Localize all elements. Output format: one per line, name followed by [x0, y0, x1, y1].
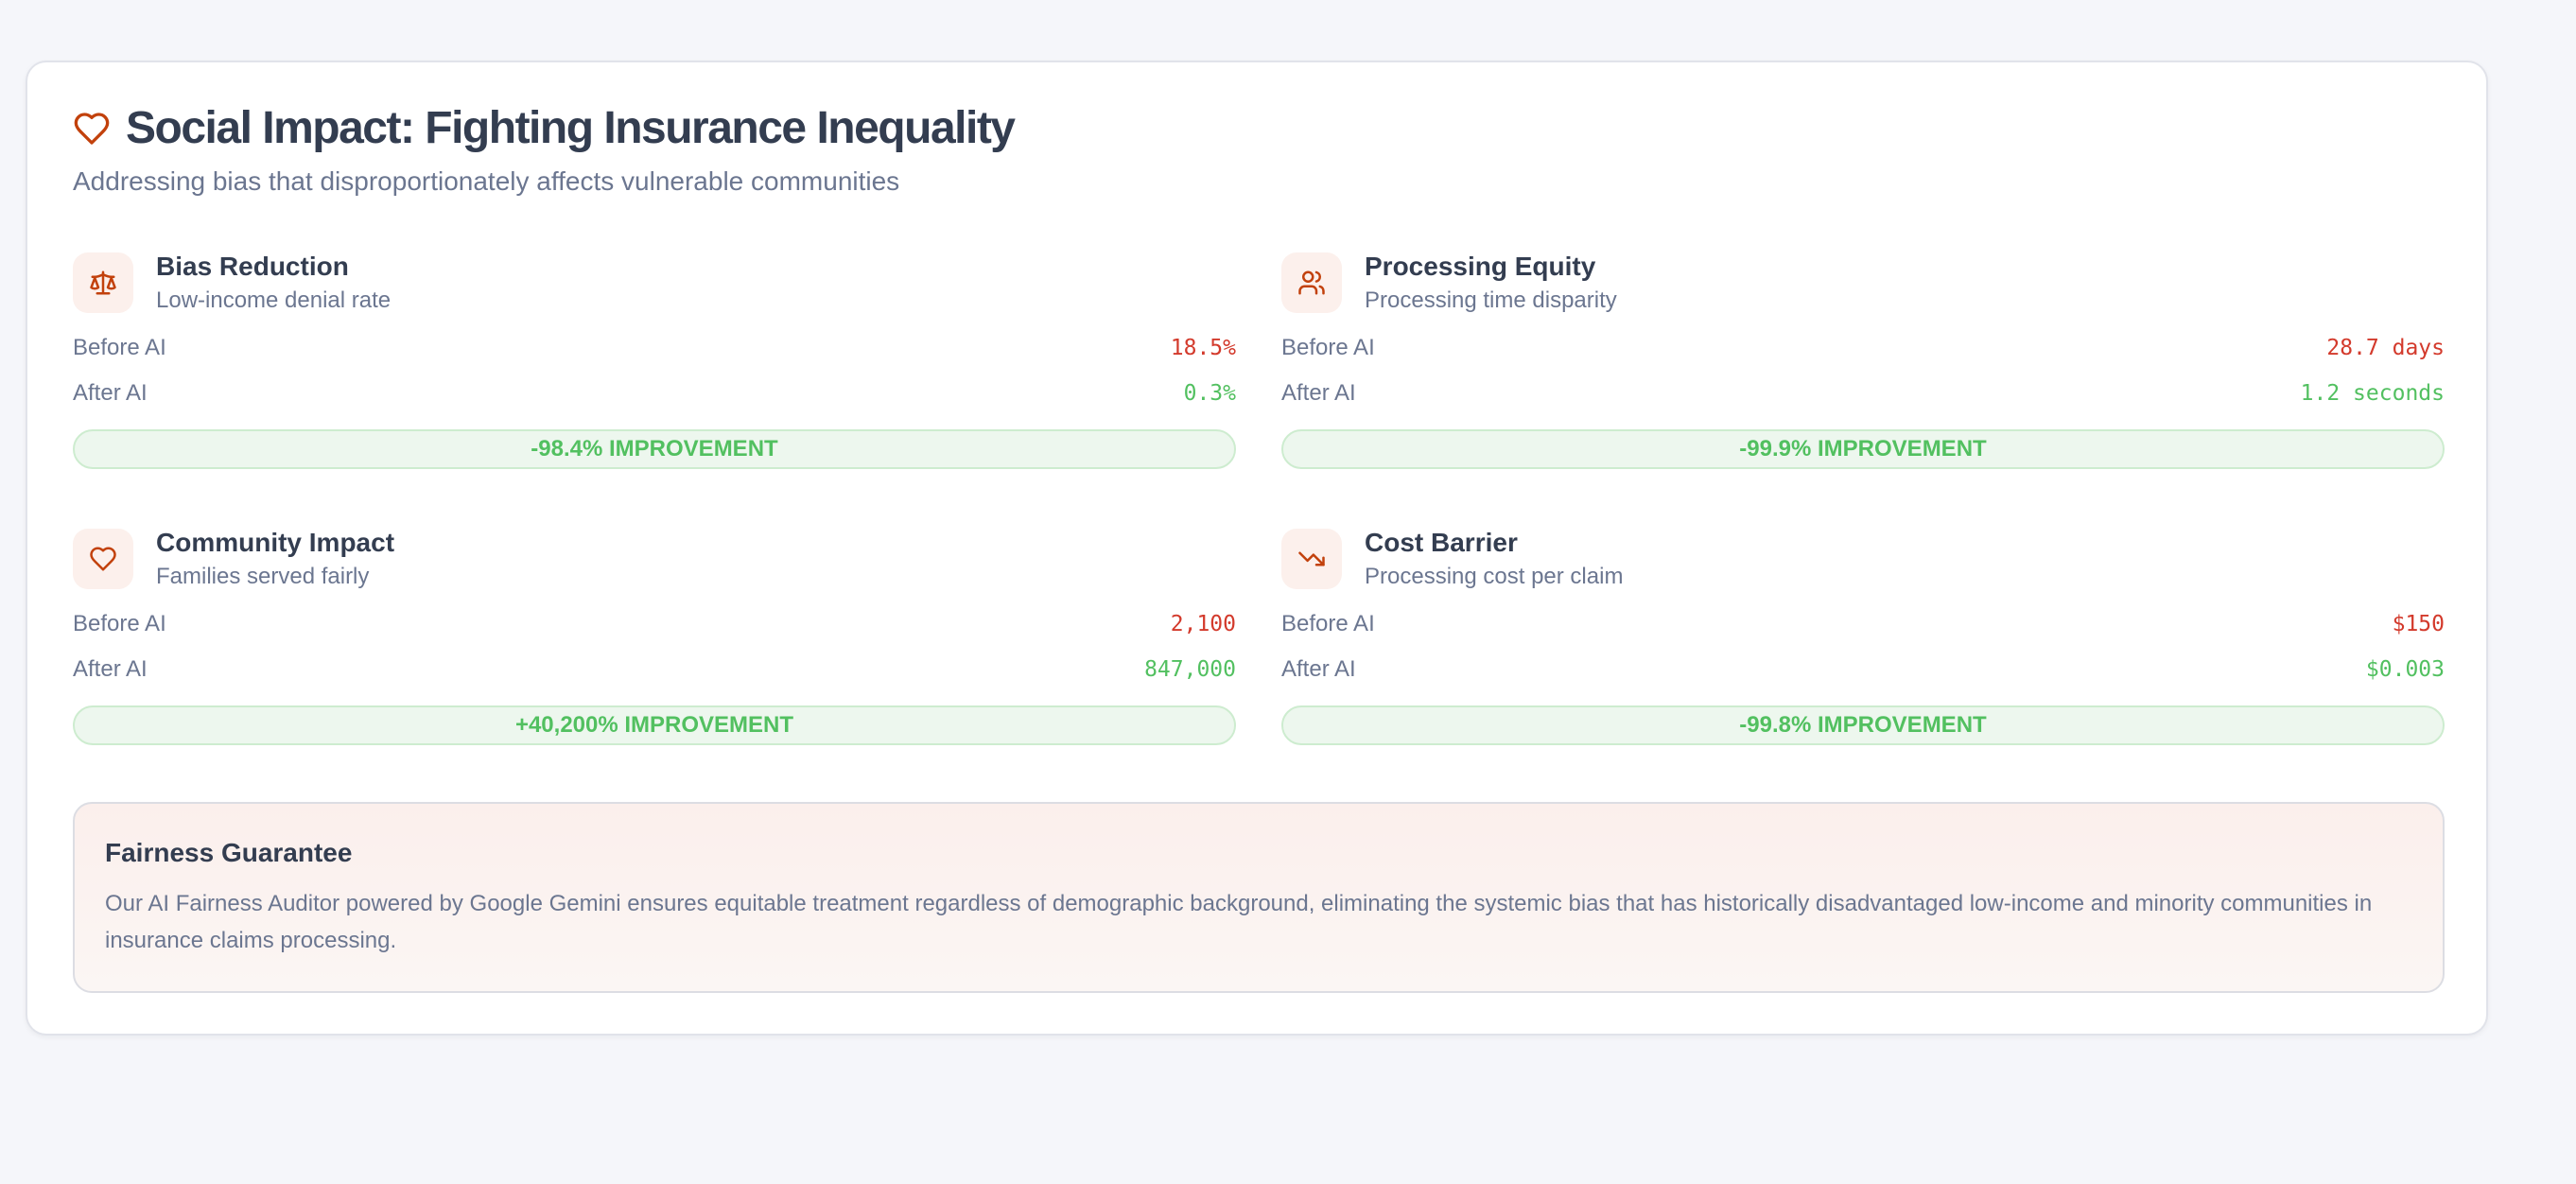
- improvement-badge: -99.9% IMPROVEMENT: [1281, 429, 2445, 469]
- after-label: After AI: [73, 656, 148, 682]
- metric-desc: Processing time disparity: [1365, 287, 1617, 313]
- page-subtitle: Addressing bias that disproportionately …: [73, 166, 900, 196]
- metric-desc: Families served fairly: [156, 564, 370, 589]
- before-label: Before AI: [73, 335, 166, 360]
- after-value: 1.2 seconds: [2300, 381, 2445, 406]
- scale-icon: [90, 270, 116, 295]
- metric-cost-barrier: Cost Barrier Processing cost per claim Be…: [1281, 528, 2445, 755]
- users-icon: [1298, 270, 1325, 295]
- before-label: Before AI: [1281, 335, 1375, 360]
- improvement-badge: -99.8% IMPROVEMENT: [1281, 705, 2445, 745]
- page-title: Social Impact: Fighting Insurance Inequa…: [126, 103, 1016, 153]
- trending-down-icon: [1298, 551, 1325, 566]
- after-value: 847,000: [1144, 657, 1236, 682]
- before-value: $150: [2392, 612, 2445, 636]
- fairness-text: Our AI Fairness Auditor powered by Googl…: [105, 891, 2373, 953]
- metric-processing-equity: Processing Equity Processing time dispari…: [1281, 252, 2445, 479]
- metric-name: Processing Equity: [1365, 252, 1596, 281]
- social-impact-card: Social Impact: Fighting Insurance Inequa…: [26, 61, 2488, 1036]
- after-label: After AI: [73, 380, 148, 406]
- fairness-title: Fairness Guarantee: [105, 838, 353, 867]
- metric-name: Community Impact: [156, 528, 395, 557]
- fairness-guarantee-box: Fairness Guarantee Our AI Fairness Audit…: [73, 802, 2445, 993]
- before-value: 18.5%: [1170, 336, 1236, 360]
- after-label: After AI: [1281, 380, 1356, 406]
- improvement-badge: +40,200% IMPROVEMENT: [73, 705, 1236, 745]
- after-label: After AI: [1281, 656, 1356, 682]
- metric-name: Cost Barrier: [1365, 528, 1518, 557]
- card-header: Social Impact: Fighting Insurance Inequa…: [73, 102, 1016, 154]
- metric-bias-reduction: Bias Reduction Low-income denial rate Bef…: [73, 252, 1236, 479]
- before-value: 2,100: [1170, 612, 1236, 636]
- metric-desc: Low-income denial rate: [156, 287, 392, 313]
- heart-icon: [74, 112, 110, 145]
- metric-name: Bias Reduction: [156, 252, 349, 281]
- after-value: $0.003: [2365, 657, 2445, 682]
- before-label: Before AI: [73, 611, 166, 636]
- metric-community-impact: Community Impact Families served fairly B…: [73, 528, 1236, 755]
- before-value: 28.7 days: [2326, 336, 2445, 360]
- metric-desc: Processing cost per claim: [1365, 564, 1624, 589]
- improvement-badge: -98.4% IMPROVEMENT: [73, 429, 1236, 469]
- before-label: Before AI: [1281, 611, 1375, 636]
- after-value: 0.3%: [1183, 381, 1236, 406]
- heart-icon: [90, 547, 116, 571]
